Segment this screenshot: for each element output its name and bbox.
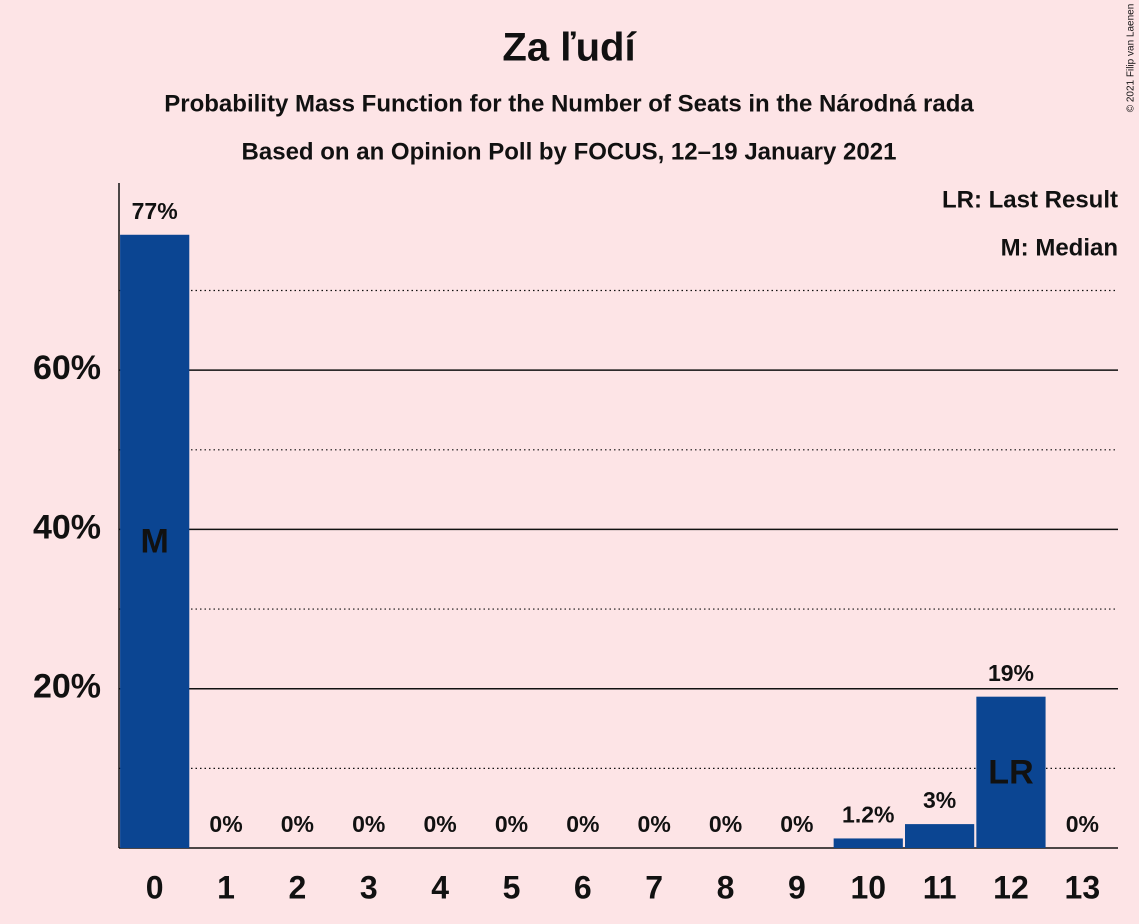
value-label: 19%: [988, 660, 1034, 686]
bar: [904, 824, 975, 848]
y-tick-label: 20%: [33, 668, 101, 706]
legend-entry: M: Median: [1001, 234, 1118, 261]
x-tick-label: 10: [850, 869, 886, 905]
legend-entry: LR: Last Result: [942, 186, 1118, 213]
chart-subtitle: Probability Mass Function for the Number…: [164, 90, 974, 117]
x-tick-label: 12: [993, 869, 1029, 905]
x-tick-label: 8: [717, 869, 735, 905]
x-tick-label: 4: [431, 869, 449, 905]
value-label: 0%: [209, 811, 242, 837]
bar-label: LR: [988, 753, 1033, 791]
value-label: 0%: [709, 811, 742, 837]
value-label: 0%: [638, 811, 671, 837]
x-tick-label: 5: [503, 869, 521, 905]
value-label: 0%: [495, 811, 528, 837]
copyright: © 2021 Filip van Laenen: [1126, 4, 1137, 113]
value-label: 1.2%: [842, 802, 894, 828]
value-label: 3%: [923, 787, 956, 813]
x-tick-label: 13: [1065, 869, 1101, 905]
bar: [833, 838, 903, 848]
x-tick-label: 9: [788, 869, 806, 905]
x-tick-label: 11: [923, 869, 957, 905]
value-label: 0%: [281, 811, 314, 837]
chart-title: Za ľudí: [502, 26, 637, 70]
bar: [120, 234, 190, 848]
value-label: 77%: [132, 198, 178, 224]
x-tick-label: 0: [146, 869, 164, 905]
value-label: 0%: [423, 811, 456, 837]
y-tick-label: 40%: [33, 508, 101, 546]
x-tick-label: 6: [574, 869, 592, 905]
y-tick-label: 60%: [33, 349, 101, 387]
x-tick-label: 7: [645, 869, 663, 905]
x-tick-label: 1: [217, 869, 235, 905]
x-tick-label: 3: [360, 869, 378, 905]
value-label: 0%: [780, 811, 813, 837]
value-label: 0%: [352, 811, 385, 837]
value-label: 0%: [566, 811, 599, 837]
bar-label: M: [141, 522, 169, 560]
x-tick-label: 2: [288, 869, 306, 905]
bar: [976, 696, 1046, 848]
chart-subtitle: Based on an Opinion Poll by FOCUS, 12–19…: [242, 138, 897, 165]
value-label: 0%: [1066, 811, 1099, 837]
